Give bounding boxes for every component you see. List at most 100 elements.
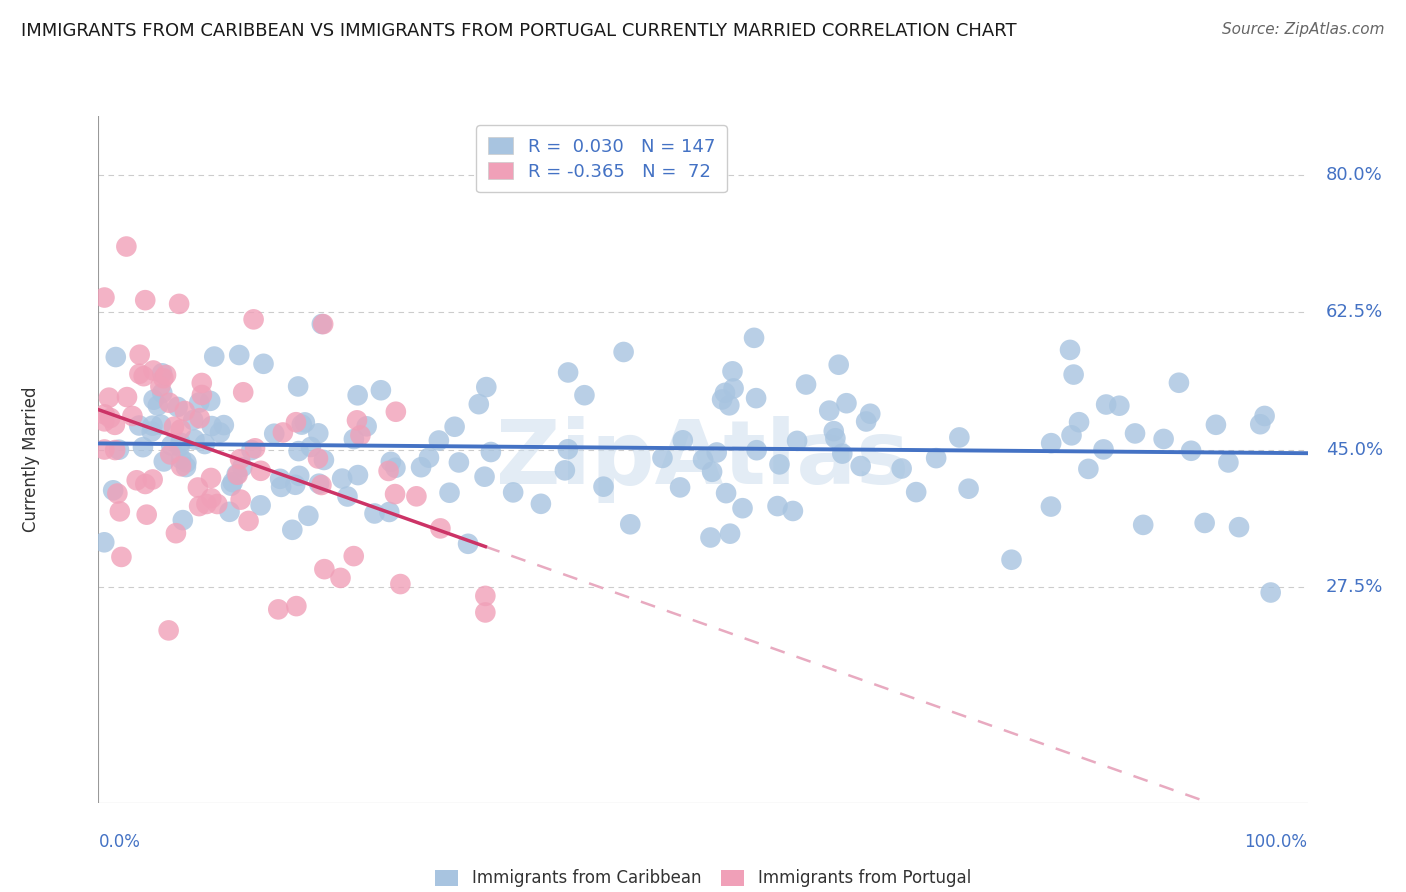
Point	[170, 459, 193, 474]
Point	[157, 624, 180, 638]
Point	[121, 409, 143, 423]
Point	[128, 348, 150, 362]
Point	[225, 467, 247, 482]
Point	[98, 391, 121, 405]
Point	[474, 469, 496, 483]
Point	[263, 426, 285, 441]
Point	[110, 549, 132, 564]
Point	[343, 549, 366, 563]
Point	[299, 440, 322, 454]
Point	[474, 606, 496, 620]
Point	[439, 485, 461, 500]
Point	[188, 411, 211, 425]
Point	[347, 468, 370, 483]
Point	[669, 480, 692, 494]
Point	[427, 434, 450, 448]
Point	[294, 416, 316, 430]
Point	[194, 437, 217, 451]
Point	[159, 447, 181, 461]
Point	[380, 455, 402, 469]
Point	[768, 458, 790, 472]
Point	[141, 425, 163, 439]
Point	[285, 599, 308, 614]
Point	[557, 366, 579, 380]
Point	[330, 472, 353, 486]
Point	[849, 458, 872, 473]
Point	[169, 440, 191, 454]
Point	[502, 485, 524, 500]
Point	[831, 447, 853, 461]
Point	[208, 425, 231, 440]
Point	[474, 589, 496, 603]
Point	[692, 452, 714, 467]
Point	[200, 471, 222, 485]
Point	[157, 396, 180, 410]
Point	[905, 485, 928, 500]
Point	[574, 388, 596, 402]
Point	[142, 363, 165, 377]
Point	[308, 476, 330, 491]
Point	[207, 497, 229, 511]
Point	[115, 239, 138, 253]
Point	[132, 440, 155, 454]
Point	[252, 357, 274, 371]
Point	[1067, 415, 1090, 429]
Point	[188, 395, 211, 409]
Point	[101, 483, 124, 498]
Point	[855, 415, 877, 429]
Text: 80.0%: 80.0%	[1326, 166, 1382, 184]
Point	[93, 442, 115, 457]
Text: 45.0%: 45.0%	[1326, 441, 1384, 458]
Point	[132, 369, 155, 384]
Point	[384, 487, 406, 501]
Text: Source: ZipAtlas.com: Source: ZipAtlas.com	[1222, 22, 1385, 37]
Point	[285, 415, 308, 429]
Point	[718, 526, 741, 541]
Point	[287, 444, 309, 458]
Point	[240, 443, 263, 458]
Point	[249, 499, 271, 513]
Point	[619, 517, 641, 532]
Point	[212, 418, 235, 433]
Point	[745, 391, 768, 405]
Point	[370, 384, 392, 398]
Point	[835, 396, 858, 410]
Point	[104, 443, 127, 458]
Point	[232, 385, 254, 400]
Point	[181, 413, 204, 427]
Point	[723, 381, 745, 395]
Point	[312, 453, 335, 467]
Point	[447, 455, 470, 469]
Point	[1153, 432, 1175, 446]
Point	[557, 442, 579, 457]
Point	[242, 312, 264, 326]
Point	[134, 477, 156, 491]
Point	[818, 403, 841, 417]
Point	[742, 331, 765, 345]
Point	[311, 478, 333, 492]
Point	[312, 317, 335, 331]
Point	[150, 367, 173, 381]
Point	[152, 454, 174, 468]
Point	[149, 417, 172, 432]
Point	[243, 442, 266, 456]
Point	[475, 380, 498, 394]
Point	[201, 419, 224, 434]
Point	[1227, 520, 1250, 534]
Point	[592, 480, 614, 494]
Point	[269, 472, 291, 486]
Point	[336, 490, 359, 504]
Point	[745, 443, 768, 458]
Point	[714, 486, 737, 500]
Point	[187, 481, 209, 495]
Point	[823, 424, 845, 438]
Point	[174, 460, 197, 475]
Point	[311, 317, 333, 331]
Point	[191, 388, 214, 402]
Point	[169, 435, 191, 450]
Point	[134, 293, 156, 308]
Point	[195, 497, 218, 511]
Point	[287, 379, 309, 393]
Point	[782, 504, 804, 518]
Point	[160, 438, 183, 452]
